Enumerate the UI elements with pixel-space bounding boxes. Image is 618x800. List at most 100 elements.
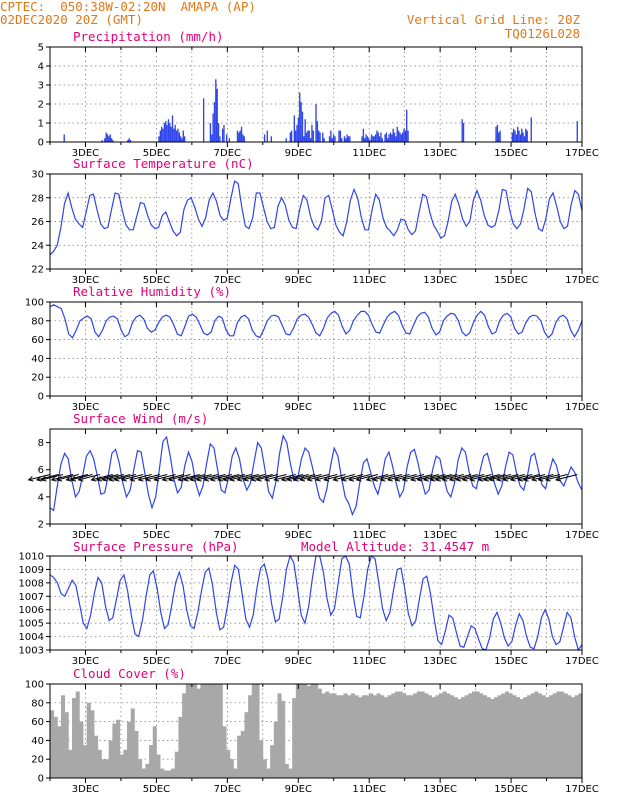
wind-vector-arrowhead [153, 476, 160, 482]
x-tick-label: 11DEC [352, 784, 386, 795]
cloud-cover-bar [281, 700, 286, 778]
precipitation-bar [372, 136, 374, 142]
wind-vector-arrowhead [544, 476, 551, 482]
precipitation-bar [377, 132, 379, 142]
wind-vector-arrowhead [182, 476, 189, 482]
cloud-cover-bar [354, 695, 359, 778]
y-tick-label: 4 [38, 492, 44, 503]
precipitation-bar [381, 138, 384, 142]
cloud-cover-bar [402, 693, 407, 778]
cloud-cover-bar [541, 695, 546, 778]
precipitation-bar [290, 130, 293, 142]
wind-vector-arrowhead [228, 476, 235, 482]
cloud-cover-bar [490, 699, 495, 778]
x-tick-label: 13DEC [423, 402, 457, 413]
x-tick-label: 11DEC [352, 402, 386, 413]
precipitation-bar [110, 138, 113, 142]
precipitation-bar [295, 130, 297, 142]
cloud-cover-bar [380, 695, 385, 778]
precipitation-bar [319, 132, 321, 142]
wind-vector-arrowhead [113, 476, 120, 482]
wind-vector-arrow [237, 474, 259, 481]
precipitation-bar [175, 130, 178, 142]
precipitation-bar [108, 136, 110, 142]
x-tick-label: 11DEC [352, 656, 386, 667]
precipitation-bar [362, 128, 365, 142]
cloud-cover-bar [508, 693, 513, 778]
wind-vector-arrow [251, 474, 273, 481]
cloud-cover-bar [196, 688, 201, 778]
cloud-cover-bar [141, 768, 146, 778]
precipitation-bar [305, 132, 308, 142]
cloud-cover-bar [72, 698, 77, 778]
precipitation-bar [215, 79, 217, 142]
precipitation-bar [177, 128, 179, 142]
cloud-cover-bar [317, 688, 322, 778]
wind-vector-arrowhead [372, 476, 379, 482]
cloud-cover-bar [457, 699, 462, 778]
x-tick-label: 3DEC [72, 784, 99, 795]
y-tick-label: 28 [31, 193, 44, 204]
cloud-cover-bar [314, 684, 319, 778]
pressure-title: Surface Pressure (hPa) [73, 539, 239, 554]
cloud-cover-bar [420, 691, 425, 778]
precipitation-bar [300, 102, 302, 142]
precipitation-bar [299, 92, 301, 142]
precipitation-bar [101, 140, 103, 142]
wind-vector-arrowhead [332, 476, 339, 482]
precipitation-bar [376, 130, 378, 142]
precipitation-bar [393, 132, 396, 142]
x-tick-label: 7DEC [214, 148, 241, 159]
precipitation-bar [166, 124, 168, 142]
wind-vector-arrowhead [429, 476, 436, 482]
precipitation-bar [499, 130, 501, 142]
panel-frame [49, 46, 583, 143]
wind-vector-arrowhead [422, 476, 429, 482]
wind-vector-arrow [356, 474, 379, 481]
cloud-cover-bar [376, 693, 381, 778]
precipitation-bar [392, 128, 394, 142]
x-tick-label: 9DEC [285, 656, 312, 667]
cloud-cover-bar [464, 695, 469, 778]
precipitation-bar [112, 140, 114, 142]
cloud-cover-bar [372, 695, 377, 778]
cloud-cover-bar [574, 695, 579, 778]
precipitation-bar [498, 132, 500, 142]
x-tick-label: 15DEC [494, 784, 528, 795]
precipitation-bar [173, 128, 175, 142]
wind-vector-arrowhead [517, 476, 524, 482]
cloud-cover-bar [152, 726, 157, 778]
wind-vector-arrow [162, 474, 185, 481]
cloud-cover-bar [306, 685, 311, 778]
precipitation-bar [236, 130, 239, 142]
precipitation-title: Precipitation (mm/h) [73, 29, 224, 44]
wind-vector-arrow [555, 474, 578, 481]
precipitation-bar [515, 134, 518, 142]
cloud-cover-bar [394, 691, 399, 778]
precipitation-bar [238, 132, 240, 142]
x-tick-label: 17DEC [565, 530, 599, 541]
cloud-cover-bar [567, 695, 572, 778]
precipitation-bar [129, 140, 132, 142]
cloud-cover-bar [273, 721, 278, 778]
cloud-cover-bar [303, 684, 308, 778]
precipitation-bar [181, 138, 183, 142]
cloud-cover-bar [292, 698, 297, 778]
precipitation-bar [496, 124, 499, 142]
precipitation-bar [308, 130, 310, 142]
cloud-cover-bar [512, 695, 517, 778]
wind-vector-arrowhead [90, 476, 97, 482]
precipitation-bar [307, 130, 309, 142]
y-tick-label: 5 [38, 43, 44, 54]
cloud-cover-bar [123, 749, 128, 778]
precipitation-bar [303, 136, 305, 142]
precipitation-bar [304, 119, 306, 142]
precipitation-bar [216, 88, 218, 142]
precipitation-bar [301, 111, 304, 142]
cloud-cover-bar [501, 693, 506, 778]
x-tick-label: 13DEC [423, 656, 457, 667]
precipitation-bar [378, 136, 381, 142]
cloud-cover-bar [332, 693, 337, 778]
cloud-cover-bar [75, 691, 80, 778]
wind-vector-arrowhead [236, 476, 243, 482]
